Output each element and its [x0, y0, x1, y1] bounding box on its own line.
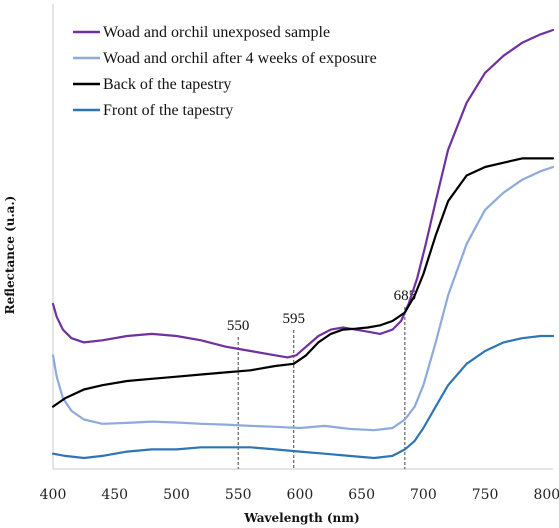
- x-axis-title: Wavelength (nm): [243, 511, 359, 525]
- legend-label: Woad and orchil after 4 weeks of exposur…: [103, 50, 377, 67]
- legend-label: Woad and orchil unexposed sample: [103, 24, 330, 41]
- series-line: [51, 157, 555, 408]
- annotation-label: 595: [282, 311, 305, 327]
- x-tick-label: 500: [163, 487, 190, 503]
- series-line: [51, 334, 555, 460]
- annotation-label: 550: [227, 318, 250, 334]
- legend-label: Back of the tapestry: [103, 76, 231, 93]
- legend-label: Front of the tapestry: [103, 102, 233, 119]
- x-tick-label: 450: [101, 487, 128, 503]
- x-tick-label: 400: [40, 487, 67, 503]
- series-line: [51, 28, 555, 359]
- y-axis-title: Reflectance (u.a.): [3, 196, 17, 315]
- x-tick-label: 750: [472, 487, 499, 503]
- x-tick-label: 600: [287, 487, 314, 503]
- x-tick-label: 650: [348, 487, 375, 503]
- axes: [52, 4, 553, 470]
- x-tick-label: 800: [533, 487, 559, 503]
- x-tick-label: 550: [225, 487, 252, 503]
- legend: Woad and orchil unexposed sample Woad and…: [73, 24, 377, 119]
- x-tick-label: 700: [410, 487, 437, 503]
- series-lines: [51, 28, 555, 460]
- series-line: [51, 165, 555, 432]
- x-tick-labels: 400 450 500 550 600 650 700 750 800: [40, 487, 559, 503]
